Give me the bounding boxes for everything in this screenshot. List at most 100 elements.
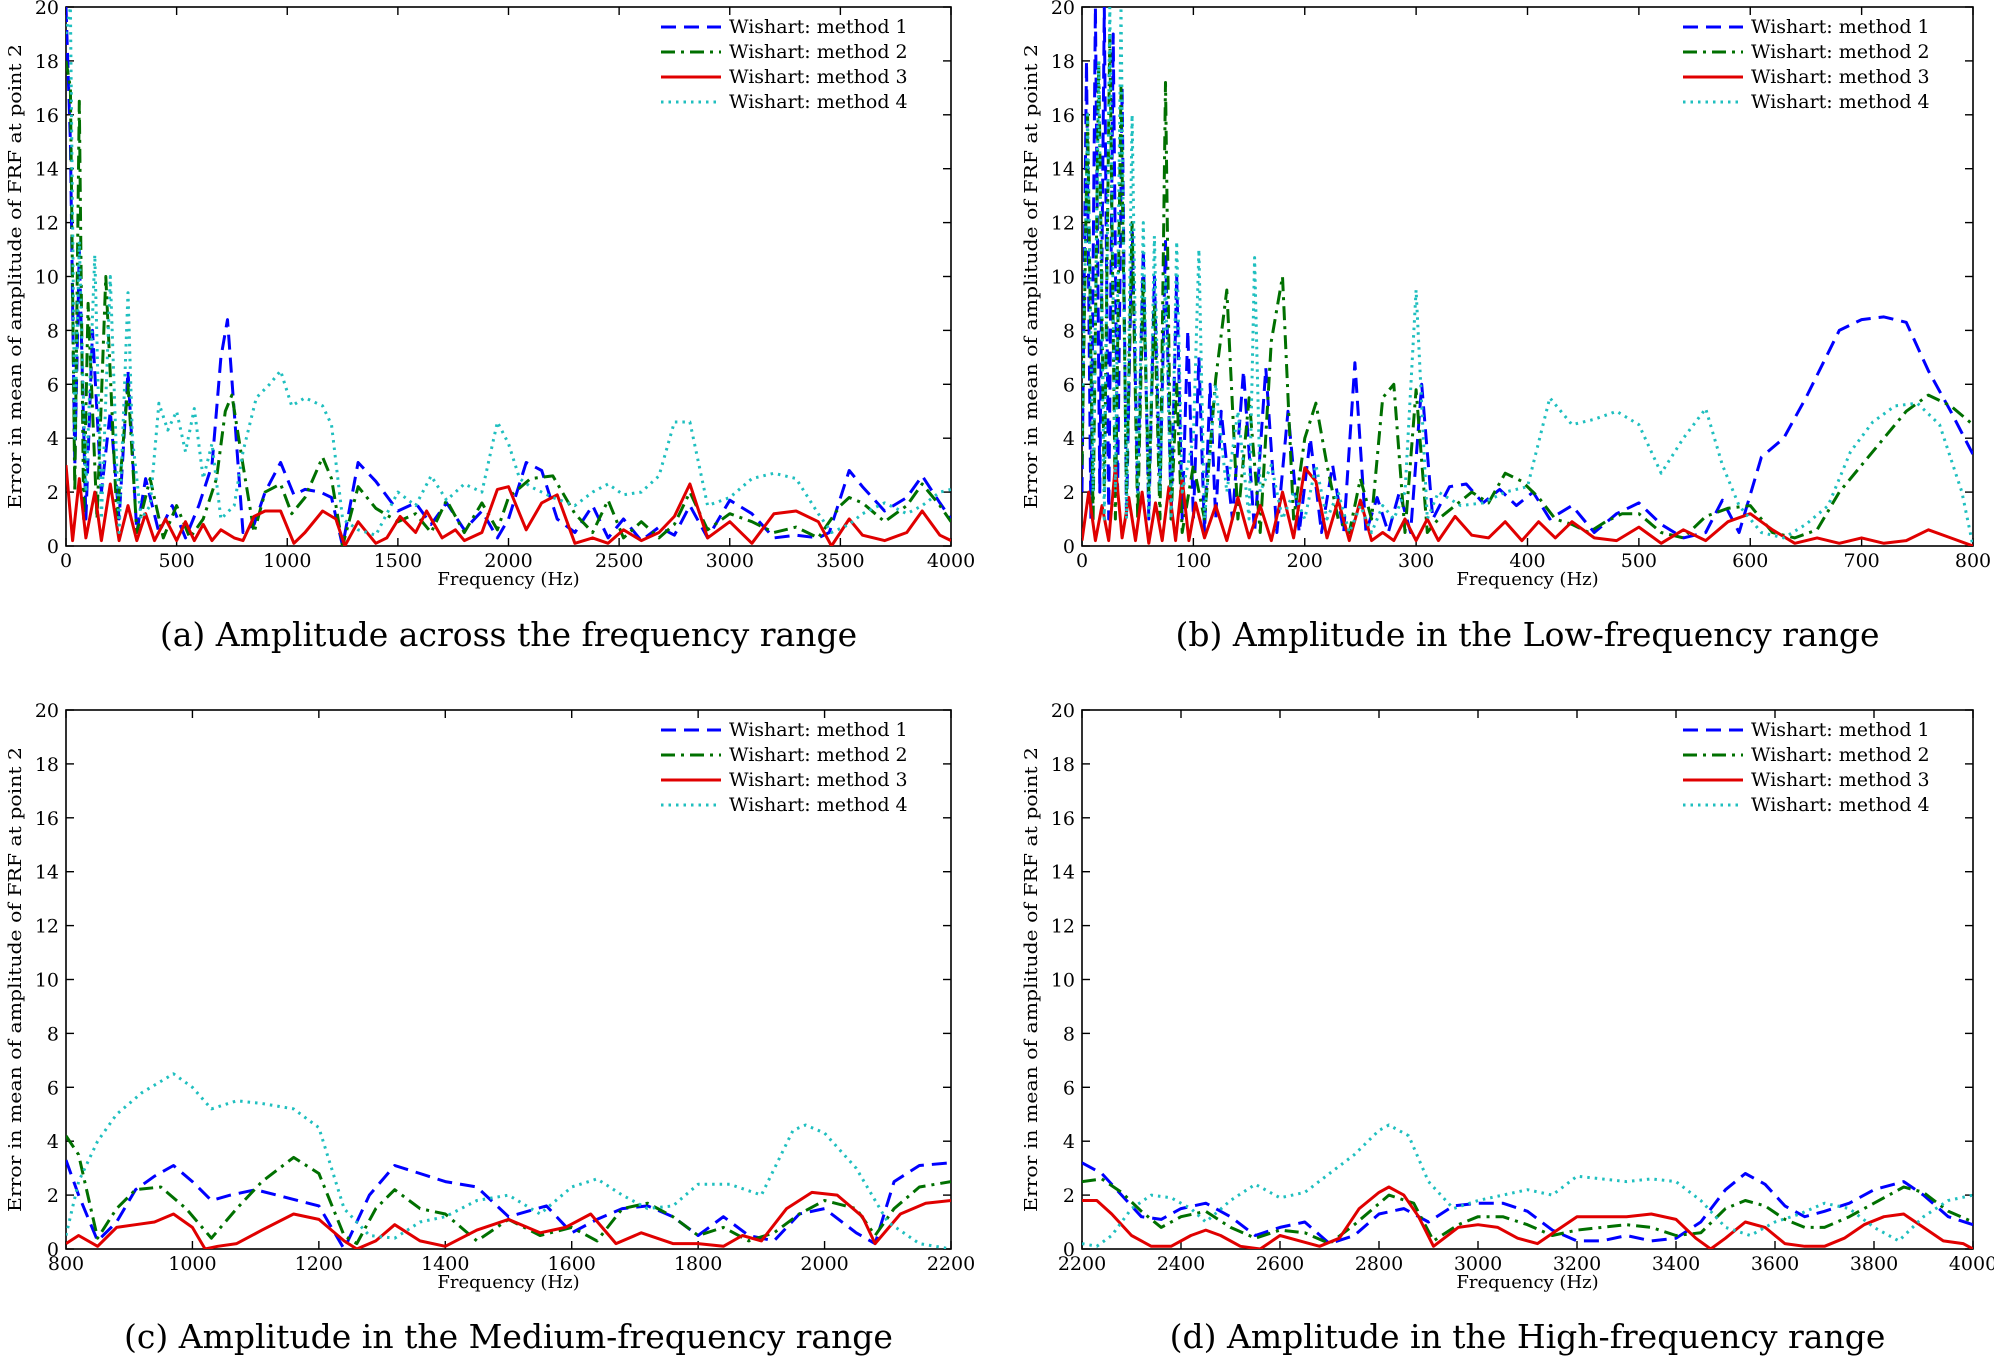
series-line-method-3	[1082, 1185, 1973, 1249]
x-tick-label: 3000	[706, 550, 754, 572]
y-tick-label: 18	[1051, 51, 1075, 73]
legend-label-method-1: Wishart: method 1	[729, 16, 908, 38]
series-line-method-1	[1082, 1161, 1973, 1246]
x-tick-label: 800	[1955, 550, 1991, 572]
x-tick-label: 500	[1621, 550, 1657, 572]
x-axis-label: Frequency (Hz)	[1456, 1272, 1598, 1293]
y-tick-label: 0	[1063, 1239, 1075, 1261]
y-axis-label: Error in mean of amplitude of FRF at poi…	[1021, 747, 1042, 1212]
series-line-method-4	[1082, 7, 1973, 546]
legend-label-method-3: Wishart: method 3	[1751, 769, 1930, 791]
x-tick-label: 4000	[1949, 1253, 1994, 1275]
panel-c: 800 1000 1200 1400 1600 1800 2000 2200 0 2 4 6 8 10 12…	[5, 700, 975, 1356]
y-tick-label: 16	[1051, 808, 1075, 830]
x-tick-label: 3400	[1652, 1253, 1700, 1275]
plot-area	[1081, 6, 1974, 547]
series-line-method-2	[1082, 32, 1973, 540]
panel-caption: (c) Amplitude in the Medium-frequency ra…	[124, 1317, 893, 1356]
y-axis-label: Error in mean of amplitude of FRF at poi…	[5, 44, 26, 509]
panel-a: 0 500 1000 1500 2000 2500 3000 3500 4000 0 2 4 6 8 10 1…	[5, 0, 975, 654]
y-axis-label: Error in mean of amplitude of FRF at poi…	[1021, 44, 1042, 509]
y-tick-label: 12	[1051, 213, 1075, 235]
x-tick-label: 100	[1175, 550, 1211, 572]
y-tick-label: 18	[1051, 754, 1075, 776]
y-tick-label: 12	[35, 916, 59, 938]
y-tick-label: 14	[1051, 862, 1075, 884]
y-tick-label: 10	[35, 970, 59, 992]
y-tick-label: 18	[35, 754, 59, 776]
legend-label-method-4: Wishart: method 4	[1751, 91, 1930, 113]
legend-label-method-2: Wishart: method 2	[1751, 41, 1930, 63]
panel-caption: (d) Amplitude in the High-frequency rang…	[1170, 1317, 1886, 1356]
series-line-method-3	[66, 464, 951, 546]
panel-caption: (a) Amplitude across the frequency range	[160, 615, 857, 654]
x-tick-label: 2200	[1058, 1253, 1106, 1275]
x-tick-label: 2000	[484, 550, 532, 572]
y-tick-label: 4	[47, 428, 59, 450]
series-line-method-2	[66, 60, 951, 546]
y-tick-label: 4	[1063, 1131, 1075, 1153]
x-tick-label: 3000	[1454, 1253, 1502, 1275]
y-tick-label: 6	[47, 1077, 59, 1099]
x-tick-label: 2600	[1256, 1253, 1304, 1275]
y-tick-label: 2	[47, 482, 59, 504]
x-tick-label: 300	[1398, 550, 1434, 572]
panel-caption: (b) Amplitude in the Low-frequency range	[1175, 615, 1879, 654]
x-tick-label: 1400	[421, 1253, 469, 1275]
x-tick-label: 2000	[800, 1253, 848, 1275]
y-tick-label: 4	[1063, 428, 1075, 450]
y-tick-label: 14	[35, 159, 59, 181]
y-tick-label: 8	[47, 1023, 59, 1045]
y-tick-label: 6	[1063, 374, 1075, 396]
x-tick-label: 3200	[1553, 1253, 1601, 1275]
y-tick-label: 20	[1051, 700, 1075, 722]
legend-label-method-3: Wishart: method 3	[729, 66, 908, 88]
x-tick-label: 0	[1076, 550, 1088, 572]
y-tick-label: 0	[1063, 536, 1075, 558]
y-tick-label: 2	[1063, 482, 1075, 504]
y-tick-label: 4	[47, 1131, 59, 1153]
x-tick-label: 2400	[1157, 1253, 1205, 1275]
y-tick-label: 8	[1063, 320, 1075, 342]
legend-label-method-2: Wishart: method 2	[729, 41, 908, 63]
legend-label-method-3: Wishart: method 3	[729, 769, 908, 791]
x-tick-label: 600	[1732, 550, 1768, 572]
y-tick-label: 10	[35, 267, 59, 289]
x-tick-label: 3500	[816, 550, 864, 572]
y-tick-label: 20	[35, 0, 59, 19]
legend-label-method-4: Wishart: method 4	[729, 91, 908, 113]
legend-label-method-2: Wishart: method 2	[729, 744, 908, 766]
x-tick-label: 500	[158, 550, 194, 572]
x-tick-label: 1000	[263, 550, 311, 572]
x-tick-label: 3800	[1850, 1253, 1898, 1275]
y-tick-label: 8	[47, 320, 59, 342]
series-line-method-3	[1082, 463, 1973, 546]
x-tick-label: 400	[1509, 550, 1545, 572]
x-axis-label: Frequency (Hz)	[1456, 569, 1598, 590]
y-tick-label: 20	[35, 700, 59, 722]
y-tick-label: 20	[1051, 0, 1075, 19]
y-tick-label: 0	[47, 1239, 59, 1261]
y-tick-label: 6	[1063, 1077, 1075, 1099]
x-tick-label: 800	[48, 1253, 84, 1275]
y-tick-label: 6	[47, 374, 59, 396]
x-tick-label: 2800	[1355, 1253, 1403, 1275]
x-axis-label: Frequency (Hz)	[437, 569, 579, 590]
y-tick-label: 14	[1051, 159, 1075, 181]
y-tick-label: 16	[35, 105, 59, 127]
y-tick-label: 0	[47, 536, 59, 558]
y-tick-label: 12	[1051, 916, 1075, 938]
y-tick-label: 18	[35, 51, 59, 73]
x-tick-label: 1600	[548, 1253, 596, 1275]
y-tick-label: 16	[1051, 105, 1075, 127]
legend-label-method-1: Wishart: method 1	[1751, 16, 1930, 38]
y-tick-label: 10	[1051, 267, 1075, 289]
x-axis-label: Frequency (Hz)	[437, 1272, 579, 1293]
legend-label-method-4: Wishart: method 4	[1751, 794, 1930, 816]
x-tick-label: 2500	[595, 550, 643, 572]
y-tick-label: 14	[35, 862, 59, 884]
legend-label-method-1: Wishart: method 1	[729, 719, 908, 741]
x-tick-label: 1000	[168, 1253, 216, 1275]
legend-label-method-3: Wishart: method 3	[1751, 66, 1930, 88]
x-tick-label: 0	[60, 550, 72, 572]
